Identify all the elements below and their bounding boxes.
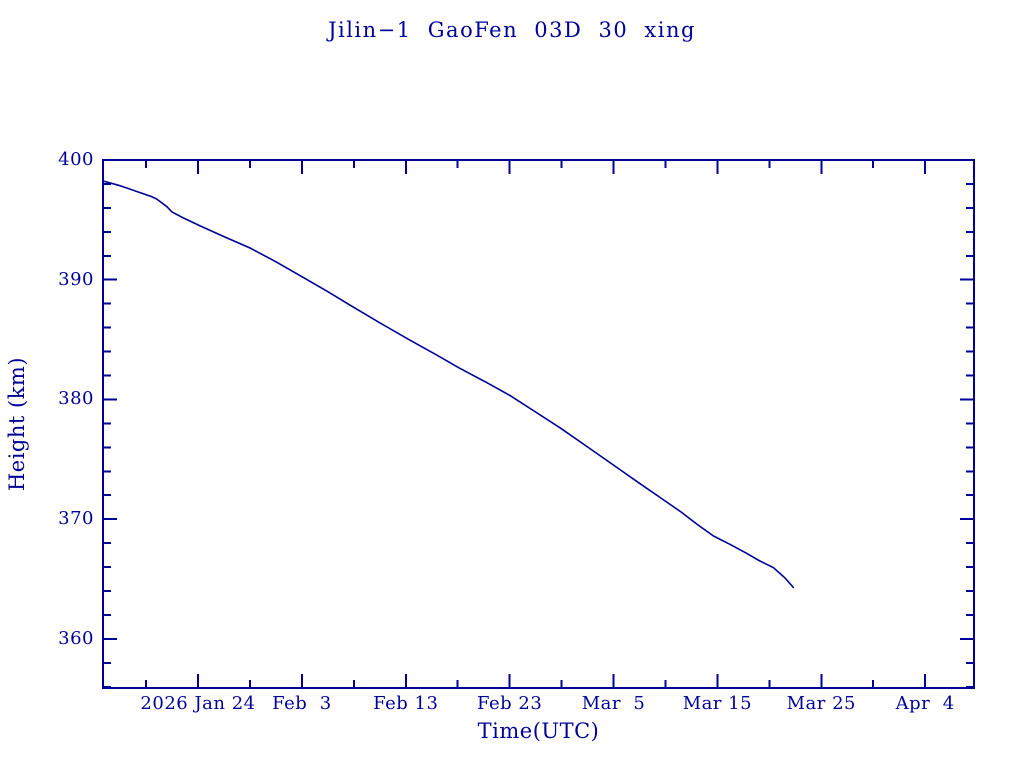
x-tick-label: Apr 4 [895,693,955,714]
y-tick-label: 380 [58,388,94,410]
x-tick-label: Mar 5 [581,693,646,714]
chart-title: Jilin−1 GaoFen 03D 30 xing [328,18,696,42]
plot-frame [102,159,975,689]
y-axis-title: Height (km) [5,356,29,492]
y-tick-label: 370 [58,508,94,530]
x-tick-label: Mar 25 [786,693,856,714]
x-tick-label: Mar 15 [682,693,753,714]
y-tick-label: 390 [58,268,94,290]
x-tick-label: Feb 23 [477,693,543,714]
y-tick-label: 360 [58,627,94,649]
plot-box [102,159,975,689]
x-tick-label: Feb 3 [272,693,332,714]
x-tick-label: 2026 Jan 24 [140,693,256,714]
height-curve [102,180,795,589]
x-axis-title: Time(UTC) [477,719,600,743]
x-tick-label: Feb 13 [373,693,439,714]
y-tick-label: 400 [58,149,94,170]
